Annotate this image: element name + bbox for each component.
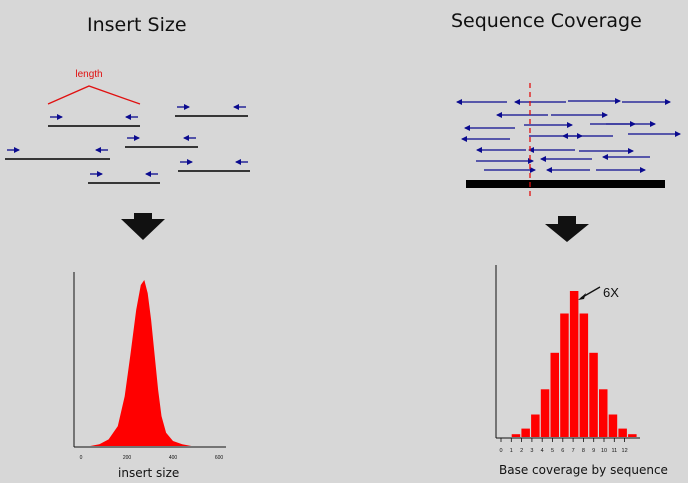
- coverage-bar: [512, 434, 521, 437]
- coverage-x-tick-label: 5: [551, 448, 554, 454]
- coverage-reads: [457, 101, 680, 170]
- down-arrow-stem: [134, 213, 152, 221]
- coverage-x-tick-label: 10: [601, 448, 607, 454]
- down-arrow-icon: [545, 224, 589, 242]
- insert-size-diagram: length: [5, 69, 250, 183]
- coverage-bar: [570, 291, 579, 437]
- down-arrow-stem: [558, 216, 576, 225]
- length-label: length: [75, 69, 102, 80]
- coverage-x-tick-label: 1: [510, 448, 513, 454]
- coverage-bar: [599, 389, 608, 437]
- coverage-x-tick-label: 8: [582, 448, 585, 454]
- coverage-x-tick-label: 2: [520, 448, 523, 454]
- read-pair-fragments: [5, 107, 250, 183]
- insert-size-chart: 0 200 400 600: [74, 272, 226, 461]
- coverage-x-tick-label: 7: [572, 448, 575, 454]
- coverage-annotation: 6X: [603, 285, 619, 300]
- coverage-bar: [560, 314, 569, 438]
- coverage-x-tick-label: 3: [530, 448, 533, 454]
- insert-x-tick-label: 400: [169, 455, 178, 461]
- coverage-x-tick-label: 9: [592, 448, 595, 454]
- coverage-chart: 0 1 2 3 4 5 6 7 8 9 10 11 12 6X: [496, 265, 640, 454]
- coverage-xlabel: Base coverage by sequence: [499, 463, 668, 477]
- coverage-x-tick-label: 12: [622, 448, 628, 454]
- coverage-bar: [541, 389, 550, 437]
- coverage-bars: [512, 291, 637, 437]
- annotation-arrowhead-icon: [578, 293, 586, 300]
- insert-x-ticks: 0 200 400 600: [80, 455, 224, 461]
- coverage-bar: [628, 434, 637, 437]
- insert-x-tick-label: 200: [123, 455, 132, 461]
- reference-sequence-bar: [466, 180, 665, 188]
- coverage-bar: [521, 429, 530, 437]
- length-bracket: [48, 86, 140, 104]
- coverage-bar: [551, 353, 560, 437]
- insert-x-tick-label: 0: [80, 455, 83, 461]
- coverage-x-tick-label: 6: [561, 448, 564, 454]
- coverage-bar: [580, 314, 589, 438]
- coverage-x-ticks: 0 1 2 3 4 5 6 7 8 9 10 11 12: [499, 438, 627, 454]
- coverage-bar: [589, 353, 598, 437]
- insert-size-xlabel: insert size: [118, 466, 179, 480]
- coverage-x-tick-label: 4: [541, 448, 544, 454]
- insert-size-density-area: [81, 280, 219, 446]
- coverage-x-tick-label: 0: [499, 448, 502, 454]
- insert-x-tick-label: 600: [215, 455, 224, 461]
- coverage-bar: [531, 415, 540, 438]
- coverage-diagram: [457, 83, 680, 200]
- coverage-bar: [618, 429, 627, 437]
- down-arrow-icon: [121, 219, 165, 240]
- coverage-x-tick-label: 11: [611, 448, 617, 454]
- coverage-bar: [609, 415, 618, 438]
